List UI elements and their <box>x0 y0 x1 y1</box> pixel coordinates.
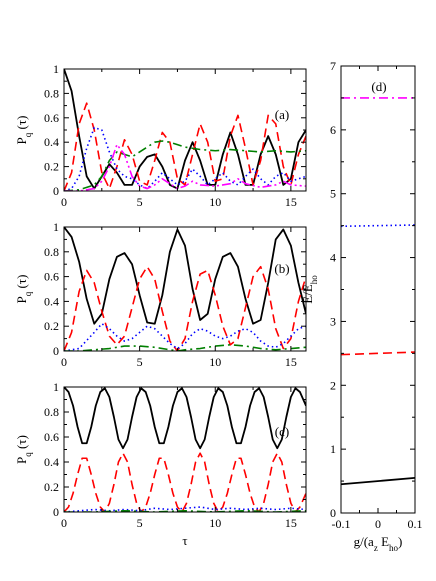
panel-c-label: (c) <box>275 424 289 439</box>
panel-c-ytick-label: 0 <box>53 505 59 519</box>
panel-d-ytick-label: 0 <box>330 506 336 520</box>
panel-c-series-q2 <box>64 506 306 512</box>
panel-d-ytick-label: 6 <box>330 123 336 137</box>
panel-c-xtick-label: 10 <box>209 516 221 530</box>
panel-b-series-q0 <box>64 227 306 325</box>
panel-a-series-q3 <box>64 140 306 191</box>
panel-d-ytick-label: 1 <box>330 442 336 456</box>
panel-b-xtick-label: 0 <box>61 355 67 369</box>
panel-b-label: (b) <box>274 261 289 276</box>
panel-c-ylabel: Pq (τ) <box>14 435 33 464</box>
panel-d-ytick-label: 4 <box>330 251 336 265</box>
panel-d-label: (d) <box>371 79 386 94</box>
panel-d-ytick-label: 2 <box>330 378 336 392</box>
panel-d-ytick-label: 3 <box>330 314 336 328</box>
panel-b-xtick-label: 15 <box>285 355 297 369</box>
panel-b-series-q3 <box>64 344 306 351</box>
panel-a-ytick-label: 0.4 <box>44 135 59 149</box>
panel-c-xtick-label: 0 <box>61 516 67 530</box>
panel-c-ytick-label: 0.8 <box>44 405 59 419</box>
panel-a-series-q4 <box>64 143 306 191</box>
panel-b-ylabel: Pq (τ) <box>14 275 33 304</box>
panel-b-ytick-label: 1 <box>53 220 59 234</box>
panel-a-ytick-label: 1 <box>53 62 59 76</box>
panel-a-xtick-label: 5 <box>137 195 143 209</box>
panel-d-ylabel: E/Eho <box>300 275 319 304</box>
panel-c-ytick-label: 0.6 <box>44 430 59 444</box>
panel-d-xtick-label: -0.1 <box>332 517 351 531</box>
panel-c-xtick-label: 5 <box>137 516 143 530</box>
panel-a-ylabel: Pq (τ) <box>14 116 33 145</box>
panel-a-xtick-label: 0 <box>61 195 67 209</box>
panel-b-ytick-label: 0.4 <box>44 294 59 308</box>
panel-c-ytick-label: 1 <box>53 380 59 394</box>
panel-c-xlabel: τ <box>182 533 187 548</box>
panel-d-xtick-label: 0.1 <box>408 517 423 531</box>
panel-a-ytick-label: 0 <box>53 184 59 198</box>
panel-b-xtick-label: 10 <box>209 355 221 369</box>
panel-b-ytick-label: 0.8 <box>44 245 59 259</box>
panel-d-series-q1 <box>341 351 415 356</box>
panel-c-ytick-label: 0.2 <box>44 480 59 494</box>
panel-a-xtick-label: 10 <box>209 195 221 209</box>
panel-a-ytick-label: 0.6 <box>44 111 59 125</box>
panel-a-ytick-label: 0.2 <box>44 160 59 174</box>
panel-c-xtick-label: 15 <box>285 516 297 530</box>
panel-a-series-q0 <box>64 69 306 190</box>
panel-d-xtick-label: 0 <box>375 517 381 531</box>
panel-b-series-q2 <box>64 322 306 351</box>
panel-b-ytick-label: 0 <box>53 344 59 358</box>
panel-a-label: (a) <box>275 107 289 122</box>
panel-d-ytick-label: 5 <box>330 187 336 201</box>
panel-d-ytick-label: 7 <box>330 59 336 73</box>
panel-c-series-q0 <box>64 387 306 450</box>
panel-d-series-q0 <box>341 476 415 486</box>
panel-b-ytick-label: 0.2 <box>44 319 59 333</box>
panel-b-xtick-label: 5 <box>137 355 143 369</box>
panel-a-xtick-label: 15 <box>285 195 297 209</box>
panel-d-xlabel: g/(az Eho) <box>354 534 403 553</box>
panel-a-ytick-label: 0.8 <box>44 86 59 100</box>
panel-d-series-q2 <box>341 224 415 228</box>
panel-b-series-q1 <box>64 265 306 351</box>
panel-c-ytick-label: 0.4 <box>44 455 59 469</box>
panel-b-ytick-label: 0.6 <box>44 270 59 284</box>
